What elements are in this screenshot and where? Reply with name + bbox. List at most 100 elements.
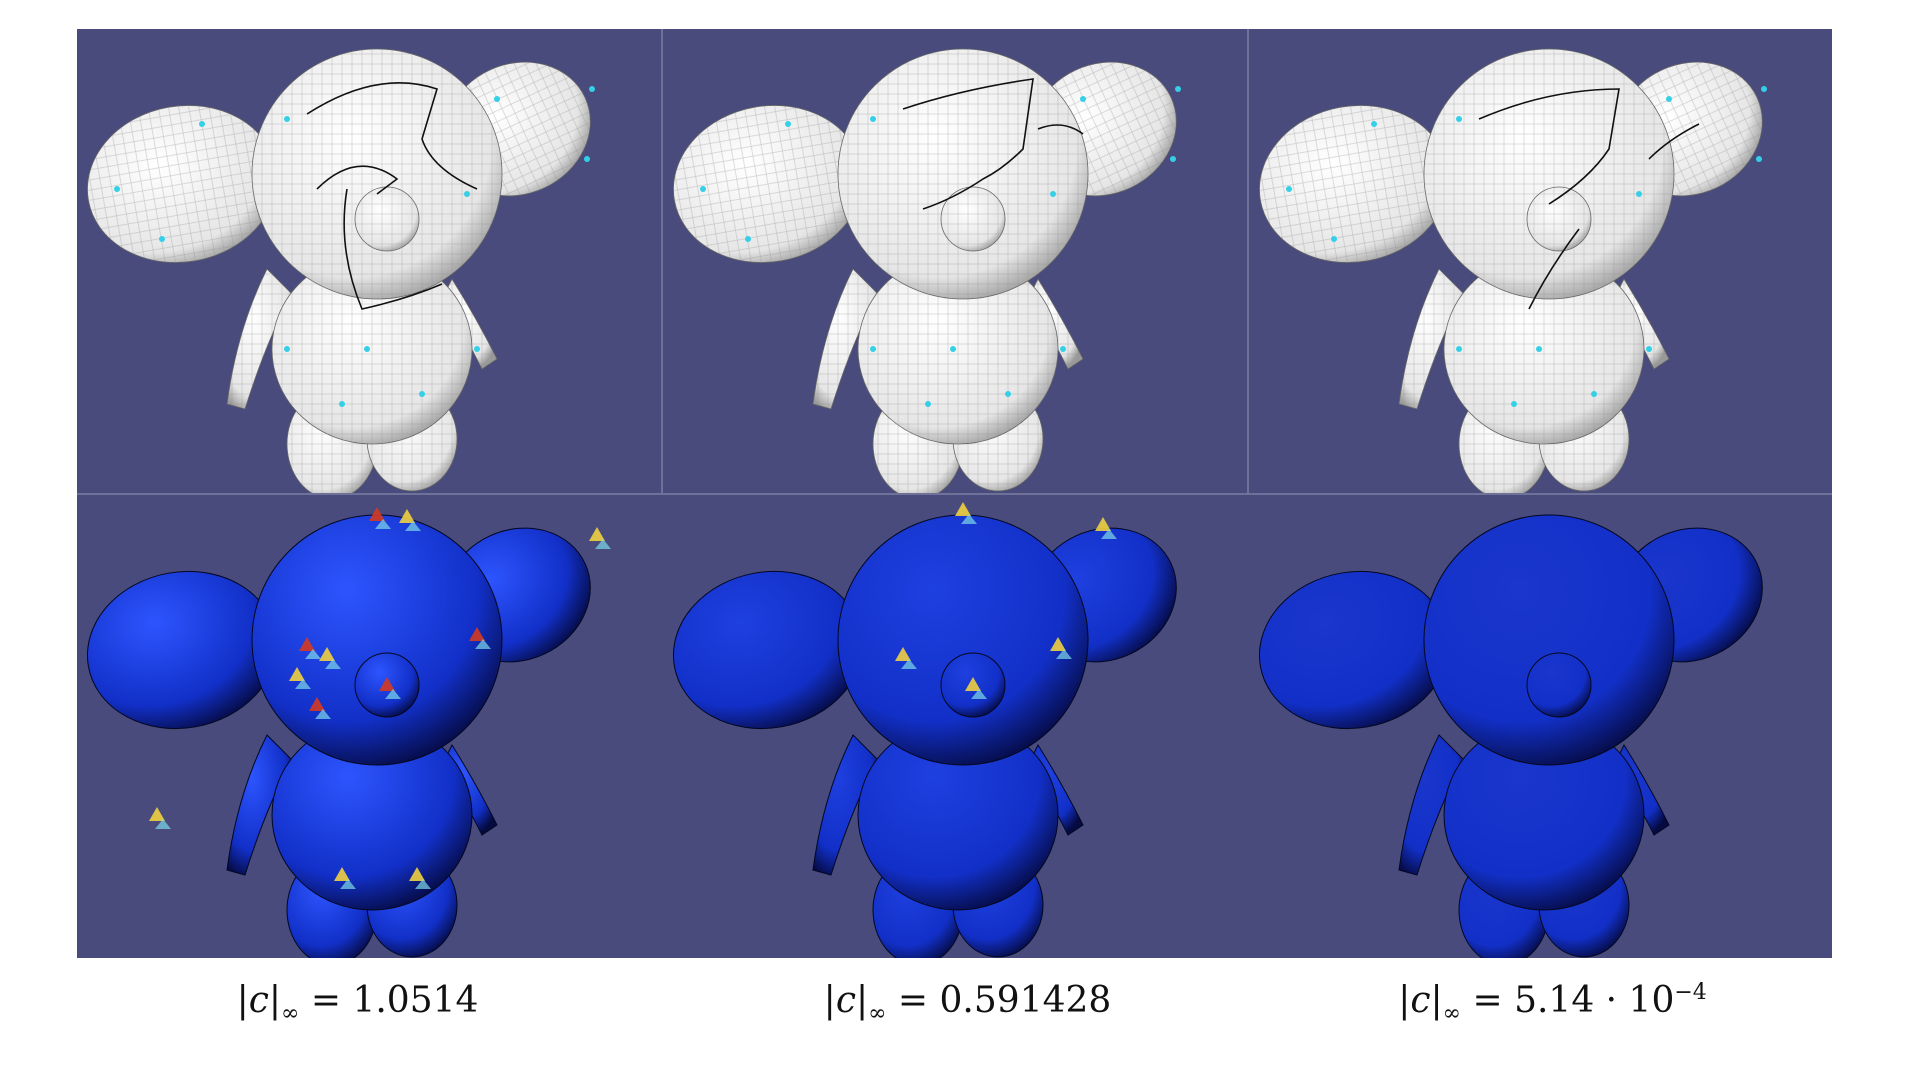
vertex-marker xyxy=(199,121,205,127)
error-hotspot xyxy=(895,647,911,661)
vertex-marker xyxy=(870,116,876,122)
cut-curve xyxy=(1648,123,1700,160)
column-divider xyxy=(1247,29,1249,493)
vertex-marker xyxy=(870,346,876,352)
vertex-marker xyxy=(1005,391,1011,397)
caption-exponent: −4 xyxy=(1674,980,1707,1005)
nose-grid xyxy=(941,187,1005,251)
vertex-marker xyxy=(1175,86,1181,92)
head-grid xyxy=(1424,49,1674,299)
vertex-marker xyxy=(950,346,956,352)
vertex-marker xyxy=(1761,86,1767,92)
head xyxy=(837,514,1089,766)
error-hotspot xyxy=(1101,529,1117,539)
caption-col1: |c|∞ = 1.0514 xyxy=(236,980,479,1027)
vertex-marker xyxy=(1666,96,1672,102)
vertex-marker xyxy=(419,391,425,397)
vertex-marker xyxy=(1756,156,1762,162)
vertex-marker xyxy=(159,236,165,242)
cut-curve xyxy=(306,82,478,190)
error-hotspot xyxy=(299,637,315,651)
error-hotspot xyxy=(340,879,356,889)
vertex-marker xyxy=(364,346,370,352)
vertex-marker xyxy=(494,96,500,102)
vertex-marker xyxy=(1636,191,1642,197)
caption-subscript: ∞ xyxy=(281,1001,300,1027)
mesh-figure xyxy=(1259,48,1767,493)
vertex-marker xyxy=(745,236,751,242)
vertex-marker xyxy=(1331,236,1337,242)
caption-subscript: ∞ xyxy=(1442,1001,1461,1027)
error-hotspot xyxy=(289,667,305,681)
error-hotspot xyxy=(589,527,605,541)
caption-col3: |c|∞ = 5.14 · 10−4 xyxy=(1398,980,1707,1027)
cut-curve xyxy=(1037,124,1084,135)
cut-curve xyxy=(902,78,1034,210)
caption-equals: = xyxy=(1472,980,1503,1021)
error-hotspot xyxy=(309,697,325,711)
vertex-marker xyxy=(785,121,791,127)
error-hotspot xyxy=(961,514,977,524)
caption-equals: = xyxy=(897,980,929,1021)
error-hotspot xyxy=(595,539,611,549)
error-hotspot xyxy=(375,519,391,529)
error-hotspot xyxy=(469,627,485,641)
caption-col2: |c|∞ = 0.591428 xyxy=(823,980,1112,1027)
caption-subscript: ∞ xyxy=(868,1001,887,1027)
vertex-marker xyxy=(1591,391,1597,397)
vertex-marker xyxy=(284,116,290,122)
cut-curve xyxy=(1478,88,1620,205)
error-hotspot xyxy=(955,502,971,516)
error-hotspot xyxy=(305,649,321,659)
render-panel-area xyxy=(77,29,1832,958)
vertex-marker xyxy=(1511,401,1517,407)
vertex-marker xyxy=(1286,186,1292,192)
error-hotspot xyxy=(325,659,341,669)
vertex-marker xyxy=(584,156,590,162)
error-hotspot xyxy=(385,689,401,699)
error-hotspot xyxy=(295,679,311,689)
left-ear-grid xyxy=(87,105,277,263)
error-hotspot xyxy=(149,807,165,821)
mesh-render-col1 xyxy=(77,29,662,493)
left-arm-grid xyxy=(1399,269,1464,409)
vertex-marker xyxy=(339,401,345,407)
head-grid xyxy=(838,49,1088,299)
cut-curve xyxy=(343,188,443,310)
left-arm-grid xyxy=(813,269,878,409)
left-ear-grid xyxy=(1259,105,1449,263)
vertex-marker xyxy=(1060,346,1066,352)
vertex-marker xyxy=(589,86,595,92)
heatmap-render-col2 xyxy=(663,495,1248,958)
vertex-marker xyxy=(700,186,706,192)
vertex-marker xyxy=(474,346,480,352)
cut-curve xyxy=(316,165,399,195)
caption-variable: c xyxy=(248,980,269,1021)
mesh-render-col3 xyxy=(1249,29,1832,493)
vertex-marker xyxy=(1371,121,1377,127)
heatmap-figure xyxy=(672,502,1177,958)
nose xyxy=(1526,652,1592,718)
vertex-marker xyxy=(1050,191,1056,197)
error-hotspot xyxy=(1095,517,1111,531)
nose-grid xyxy=(355,187,419,251)
column-divider xyxy=(661,29,663,493)
mesh-figure xyxy=(673,48,1181,493)
vertex-marker xyxy=(1536,346,1542,352)
caption-variable: c xyxy=(1410,980,1431,1021)
vertex-marker xyxy=(114,186,120,192)
error-hotspot xyxy=(901,659,917,669)
vertex-marker xyxy=(284,346,290,352)
left-ear-grid xyxy=(673,105,863,263)
mesh-render-col2 xyxy=(663,29,1248,493)
error-hotspot xyxy=(155,819,171,829)
heatmap-render-col3 xyxy=(1249,495,1832,958)
caption-variable: c xyxy=(835,980,856,1021)
vertex-marker xyxy=(1646,346,1652,352)
error-hotspot xyxy=(475,639,491,649)
error-hotspot xyxy=(971,689,987,699)
error-hotspot xyxy=(409,867,425,881)
mesh-figure xyxy=(87,48,595,493)
error-hotspot xyxy=(369,507,385,521)
